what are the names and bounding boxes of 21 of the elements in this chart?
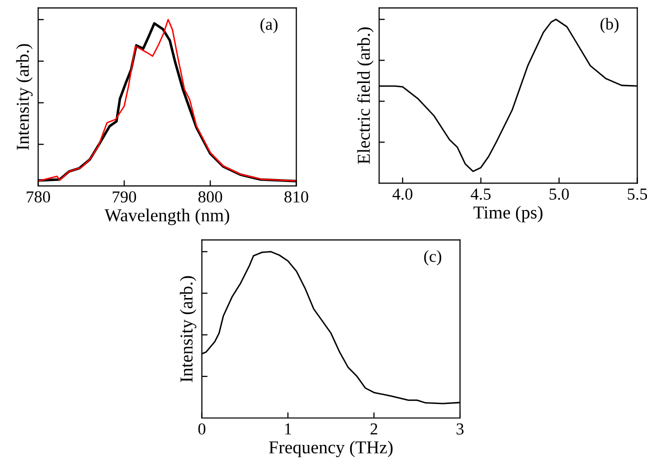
annotation: (a) xyxy=(260,18,278,34)
x-tick-label: 800 xyxy=(198,191,222,203)
x-axis-title: Wavelength (nm) xyxy=(104,208,230,226)
x-tick-label: 3 xyxy=(456,423,464,435)
x-tick-label: 780 xyxy=(26,191,50,203)
annotation: (b) xyxy=(600,18,618,33)
x-tick-label: 5.0 xyxy=(550,188,569,200)
x-tick-label: 810 xyxy=(284,191,308,203)
y-axis-title: Intensity (arb.) xyxy=(180,276,196,382)
y-axis-title: Intensity (arb.) xyxy=(16,44,33,150)
x-axis-title: Frequency (THz) xyxy=(269,440,393,458)
x-tick-label: 4.0 xyxy=(392,188,412,200)
x-tick-label: 790 xyxy=(112,191,136,203)
y-axis-title: Electric field (arb.) xyxy=(357,27,374,164)
x-tick-label: 5.5 xyxy=(628,188,647,200)
x-tick-label: 1 xyxy=(285,423,292,434)
x-axis-title: Time (ps) xyxy=(474,206,542,222)
x-tick-label: 0 xyxy=(198,423,206,435)
x-tick-label: 2 xyxy=(370,423,378,434)
annotation: (c) xyxy=(424,250,442,266)
x-tick-label: 4.5 xyxy=(470,188,491,200)
